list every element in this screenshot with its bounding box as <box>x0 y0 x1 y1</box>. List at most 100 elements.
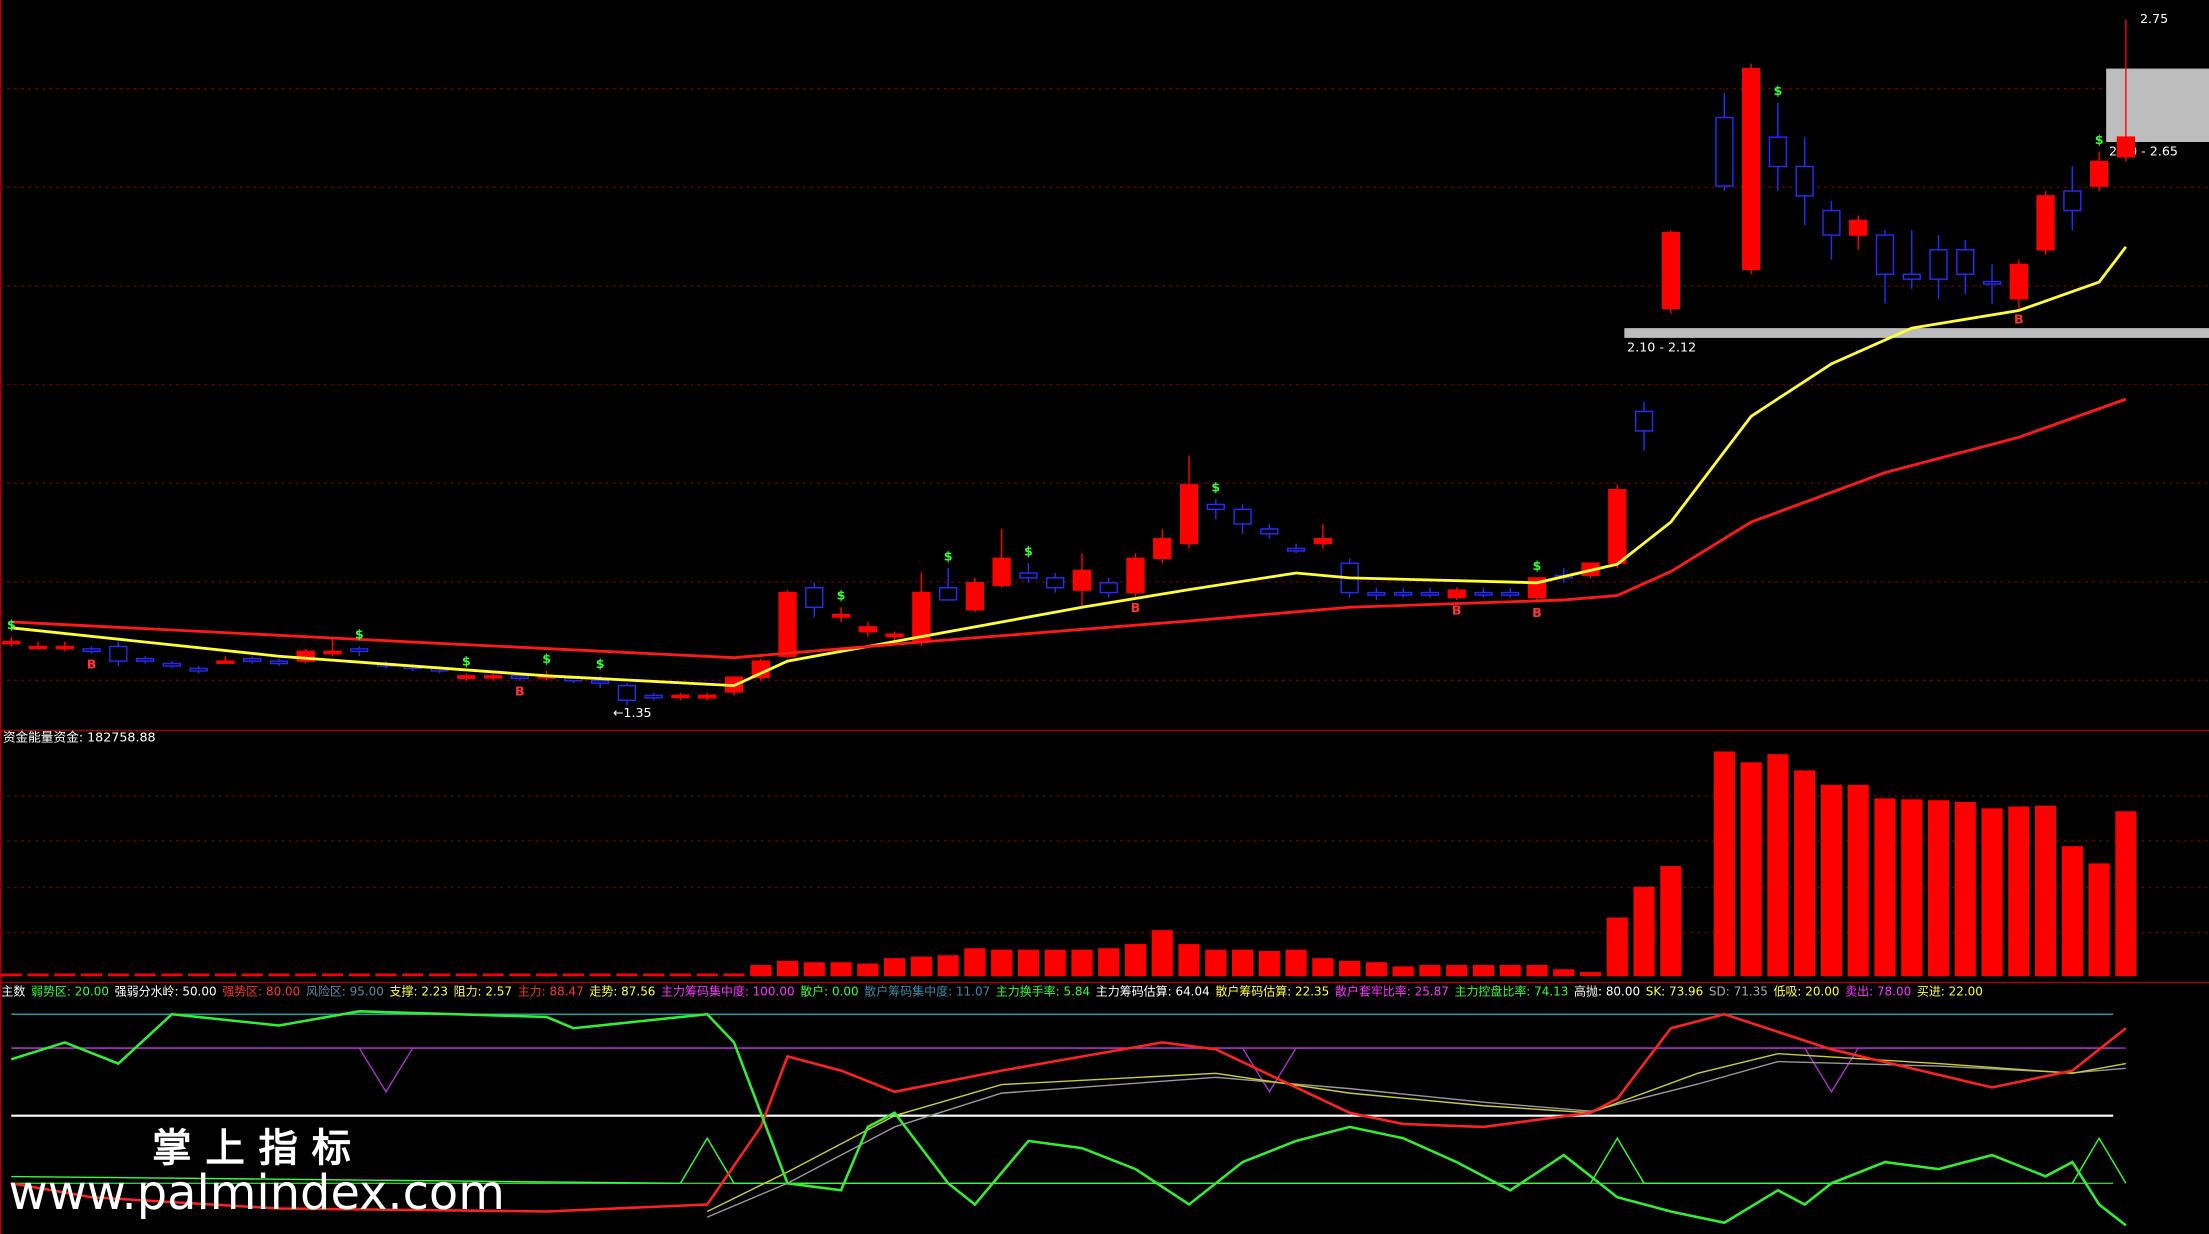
volume-bar <box>321 973 344 977</box>
volume-bar <box>2115 811 2137 977</box>
candle-body <box>1099 582 1118 594</box>
volume-bar <box>2061 846 2083 977</box>
candle-body <box>1956 249 1975 275</box>
candle-body <box>617 684 637 702</box>
candle-body <box>1233 508 1252 525</box>
candle-body <box>1474 591 1493 596</box>
volume-bar <box>536 973 558 977</box>
volume-bar <box>1339 960 1361 977</box>
volume-bar <box>482 973 504 977</box>
candle-body <box>2116 136 2136 158</box>
candle-body <box>28 645 48 650</box>
zone <box>1624 328 2209 338</box>
legend-item: 弱势区: 20.00 <box>31 984 109 998</box>
candle-body <box>135 657 155 662</box>
volume-bar <box>643 973 665 977</box>
volume-bar <box>509 973 531 977</box>
volume-bar <box>1847 784 1869 977</box>
volume-bar <box>295 973 317 977</box>
volume-bar <box>1954 802 1976 977</box>
candle-body <box>1982 280 2002 285</box>
candle-body <box>1179 484 1199 545</box>
candle-body <box>2 640 21 645</box>
volume-bar <box>857 963 879 977</box>
candle-body <box>1286 547 1306 552</box>
volume-bar <box>1633 886 1655 977</box>
volume-bar <box>1553 969 1575 977</box>
candle-body <box>1741 67 1761 271</box>
volume-bar <box>750 965 772 977</box>
legend-item: 强势区: 80.00 <box>222 984 300 998</box>
legend-item: 高抛: 80.00 <box>1574 983 1640 998</box>
volume-bar <box>0 973 22 977</box>
volume-bar <box>2088 863 2110 977</box>
candle-body <box>831 613 851 618</box>
volume-bar <box>1098 948 1120 977</box>
moving-average <box>11 397 2127 660</box>
indicator-line <box>11 1047 2126 1094</box>
volume-bar <box>1874 798 1896 977</box>
candle-body <box>858 626 877 633</box>
candle-body <box>1795 165 1814 197</box>
candle-body <box>1019 572 1038 579</box>
legend-item: 卖出: 78.00 <box>1845 984 1911 998</box>
volume-bar <box>1499 965 1521 977</box>
annotation: 2.75 <box>2140 11 2168 26</box>
signal: $ <box>1774 83 1783 98</box>
candle-body <box>644 694 663 699</box>
volume-bar <box>696 973 718 977</box>
volume-bar <box>1981 808 2003 977</box>
legend-item: 主力换手率: 5.84 <box>996 983 1090 998</box>
candle-body <box>1875 234 1895 275</box>
candle-body <box>1768 136 1788 168</box>
volume-bar <box>134 973 156 977</box>
volume-bar <box>214 973 236 977</box>
candle-body <box>323 650 342 655</box>
volume-bar <box>1606 917 1628 977</box>
volume-bar <box>1044 949 1066 977</box>
volume-bar <box>776 960 799 977</box>
signal: B <box>1452 603 1462 618</box>
legend-item: 买进: 22.00 <box>1917 984 1983 998</box>
candle-body <box>510 675 530 679</box>
candle-body <box>992 557 1011 586</box>
volume-bar <box>723 973 745 977</box>
volume-bar <box>937 955 959 977</box>
zone-label: 2.10 - 2.12 <box>1627 339 1696 354</box>
volume-bar <box>1419 965 1441 977</box>
legend-item: 散户套牢比率: 25.87 <box>1335 983 1449 998</box>
volume-bar <box>81 973 103 977</box>
volume-bar <box>562 973 584 977</box>
signal: $ <box>596 656 605 671</box>
candle-body <box>2063 190 2082 212</box>
volume-bar <box>1071 949 1093 977</box>
volume-bar <box>402 973 424 977</box>
candle-body <box>1822 209 1841 236</box>
legend-item: 低吸: 20.00 <box>1773 984 1839 998</box>
candle-body <box>1126 557 1145 594</box>
legend-item: SK: 73.96 <box>1646 984 1704 998</box>
indicator-line <box>11 1012 2127 1213</box>
candle-body <box>1046 577 1065 589</box>
volume-bar <box>1901 799 1923 977</box>
volume-bar <box>1205 949 1227 977</box>
volume-bar <box>1713 751 1735 977</box>
indicator-line <box>706 1060 2126 1218</box>
volume-bar <box>375 973 397 977</box>
volume-bar <box>830 962 852 977</box>
signal: $ <box>2095 132 2104 147</box>
volume-bar <box>1312 958 1334 977</box>
candle-body <box>162 662 182 667</box>
legend-item: 主力筹码集中度: 100.00 <box>661 983 795 998</box>
candle-body <box>965 582 985 611</box>
volume-bar <box>1392 966 1414 977</box>
volume-bar <box>241 973 263 977</box>
volume-bar <box>1660 866 1682 977</box>
candle-body <box>189 667 208 672</box>
signal: B <box>1131 600 1141 615</box>
candle-body <box>671 694 690 699</box>
volume-title: 资金能量 <box>3 730 54 745</box>
volume-bar <box>1579 972 1602 977</box>
volume-bar <box>54 973 76 977</box>
